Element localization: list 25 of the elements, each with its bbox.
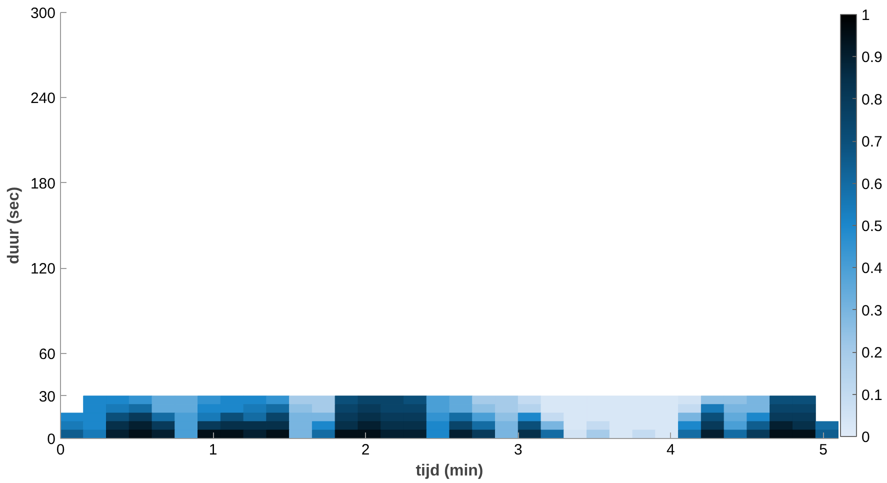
y-tick-label: 60 (38, 346, 56, 363)
y-axis-title: duur (sec) (5, 186, 22, 264)
y-tick-label: 240 (30, 90, 56, 108)
color-bar-label: 0.3 (862, 302, 882, 320)
x-tick-label: 5 (819, 442, 828, 458)
x-axis-title: tijd (min) (416, 462, 484, 480)
color-bar-label: 0.9 (862, 49, 882, 66)
y-tick-label: 300 (30, 5, 56, 22)
color-bar-label: 0 (862, 429, 870, 446)
color-bar-label: 0.8 (862, 91, 882, 108)
x-tick-label: 1 (208, 442, 218, 458)
y-tick-label: 120 (30, 260, 56, 278)
color-bar-label: 0.7 (862, 134, 882, 151)
x-tick-label: 4 (666, 442, 675, 458)
y-tick-label: 180 (30, 175, 56, 192)
x-tick-label: 3 (514, 442, 522, 458)
color-bar-label: 0.4 (862, 260, 882, 278)
color-bar-label: 0.5 (862, 218, 882, 235)
color-bar-label: 0.6 (862, 176, 882, 193)
y-tick-label: 30 (38, 388, 56, 406)
color-bar-label: 0.2 (862, 344, 882, 362)
color-bar-label: 1 (862, 7, 870, 24)
x-tick-label: 2 (361, 442, 370, 458)
y-tick-label: 0 (47, 431, 56, 448)
color-bar-label: 0.1 (862, 386, 882, 404)
